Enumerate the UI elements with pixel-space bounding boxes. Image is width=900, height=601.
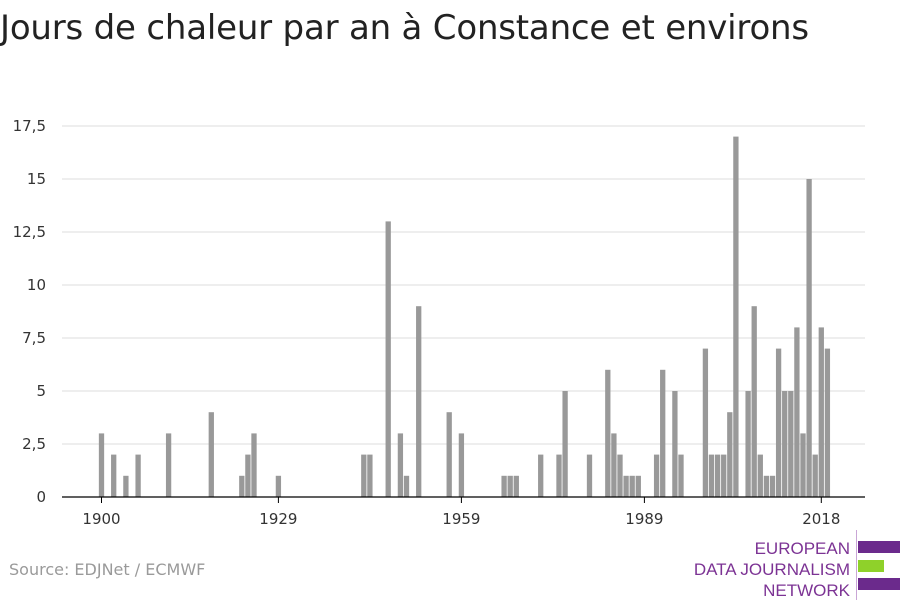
bar-1975 <box>556 454 562 497</box>
y-tick-label: 0 <box>36 488 46 506</box>
bar-2013 <box>788 391 794 497</box>
bar-2016 <box>806 179 812 497</box>
bar-2010 <box>769 475 776 497</box>
bar-1924 <box>245 454 251 497</box>
bar-1959 <box>458 433 465 497</box>
bar-2018 <box>818 327 824 497</box>
y-tick-label: 15 <box>27 170 46 188</box>
bar-1968 <box>513 475 519 497</box>
bar-2012 <box>782 391 788 497</box>
logo-bar-green <box>858 560 884 572</box>
bar-2004 <box>733 136 739 497</box>
y-tick-label: 10 <box>27 276 46 294</box>
bar-2003 <box>727 412 733 497</box>
y-tick-label: 7,5 <box>22 329 46 347</box>
bar-1972 <box>538 454 544 497</box>
logo-divider <box>856 530 857 600</box>
bar-2017 <box>812 454 818 497</box>
bar-1943 <box>361 454 367 497</box>
x-tick-label: 1959 <box>442 510 480 528</box>
gridlines <box>62 125 865 445</box>
brand-line-2: DATA JOURNALISM <box>693 560 850 579</box>
bar-2002 <box>721 454 727 497</box>
bar-1904 <box>123 475 129 497</box>
bar-1986 <box>623 475 629 497</box>
bar-1994 <box>672 391 678 497</box>
x-tick-label: 1900 <box>82 510 120 528</box>
bar-1929 <box>275 475 282 497</box>
bar-1906 <box>135 454 141 497</box>
x-tick-label: 1929 <box>259 510 297 528</box>
bar-2009 <box>763 475 770 497</box>
source-note: Source: EDJNet / ECMWF <box>9 560 206 579</box>
y-tick-label: 12,5 <box>13 223 46 241</box>
bar-2011 <box>775 348 782 497</box>
bar-1944 <box>367 454 373 497</box>
bar-1957 <box>446 412 452 497</box>
bar-1911 <box>165 433 172 497</box>
bar-1902 <box>111 454 117 497</box>
bar-1983 <box>605 369 611 497</box>
bar-1980 <box>586 454 593 497</box>
bar-1900 <box>98 433 105 497</box>
bar-1999 <box>702 348 709 497</box>
bar-1967 <box>507 475 513 497</box>
logo-bar-purple-top <box>858 541 900 553</box>
bar-2014 <box>794 327 800 497</box>
bar-1949 <box>397 433 404 497</box>
bar-2000 <box>708 454 715 497</box>
chart-title: Jours de chaleur par an à Constance et e… <box>0 8 809 48</box>
x-tick-label: 2018 <box>802 510 840 528</box>
bar-1987 <box>629 475 635 497</box>
bar-1976 <box>562 391 568 497</box>
bar-2001 <box>714 454 721 497</box>
bar-1947 <box>385 221 391 497</box>
edjnet-logo-text: EUROPEAN DATA JOURNALISM NETWORK <box>694 538 850 601</box>
y-tick-label: 5 <box>36 382 46 400</box>
bar-1966 <box>501 475 507 497</box>
y-tick-label: 17,5 <box>13 117 46 135</box>
bar-1918 <box>208 412 214 497</box>
bar-1952 <box>416 306 422 497</box>
axes: 0 2,5 5 7,5 10 12,5 15 17,5 1900 1929 1959 1989 2018 <box>13 117 865 528</box>
bar-2019 <box>824 348 831 497</box>
bar-1925 <box>251 433 257 497</box>
bar-1985 <box>617 454 623 497</box>
bar-1991 <box>653 454 660 497</box>
bar-1984 <box>611 433 617 497</box>
brand-line-3: NETWORK <box>763 581 850 600</box>
bar-1923 <box>239 475 245 497</box>
y-tick-label: 2,5 <box>22 435 46 453</box>
bar-1992 <box>660 369 666 497</box>
logo-bar-purple-bottom <box>858 578 900 590</box>
bar-1995 <box>678 454 684 497</box>
edjnet-logo-icon <box>856 530 900 600</box>
bar-1950 <box>403 475 410 497</box>
x-tick-label: 1989 <box>625 510 663 528</box>
bars <box>98 136 831 497</box>
bar-2007 <box>751 306 757 497</box>
bar-2008 <box>757 454 763 497</box>
bar-2006 <box>745 391 751 497</box>
brand-line-1: EUROPEAN <box>754 539 850 558</box>
bar-1988 <box>635 475 641 497</box>
bar-2015 <box>800 433 806 497</box>
